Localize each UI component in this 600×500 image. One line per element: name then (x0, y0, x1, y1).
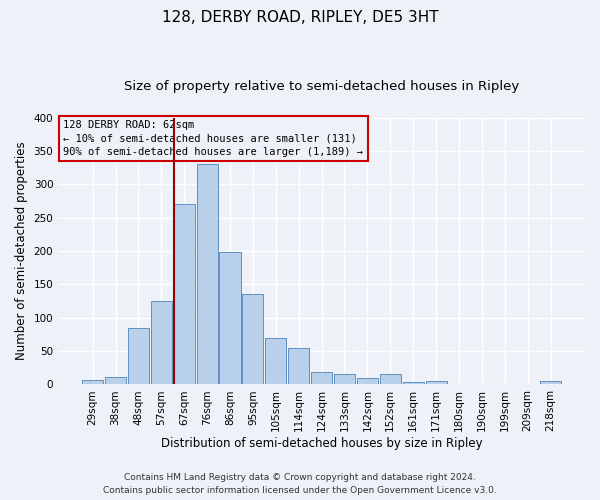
Bar (173, 204, 195, 384)
Bar (311, 372, 332, 384)
Bar (380, 374, 401, 384)
Text: 128, DERBY ROAD, RIPLEY, DE5 3HT: 128, DERBY ROAD, RIPLEY, DE5 3HT (161, 10, 439, 25)
Bar (128, 328, 149, 384)
Bar (151, 301, 172, 384)
Bar (242, 294, 263, 384)
Bar (220, 252, 241, 384)
Bar (288, 348, 309, 385)
Bar (334, 374, 355, 384)
Text: 128 DERBY ROAD: 62sqm
← 10% of semi-detached houses are smaller (131)
90% of sem: 128 DERBY ROAD: 62sqm ← 10% of semi-deta… (64, 120, 364, 157)
Bar (540, 381, 561, 384)
Text: Contains HM Land Registry data © Crown copyright and database right 2024.
Contai: Contains HM Land Registry data © Crown c… (103, 474, 497, 495)
Bar (82, 380, 103, 384)
Bar (403, 382, 424, 384)
Bar (425, 381, 446, 384)
Bar (357, 378, 378, 384)
Bar (105, 377, 126, 384)
Y-axis label: Number of semi-detached properties: Number of semi-detached properties (15, 142, 28, 360)
Title: Size of property relative to semi-detached houses in Ripley: Size of property relative to semi-detach… (124, 80, 519, 93)
X-axis label: Distribution of semi-detached houses by size in Ripley: Distribution of semi-detached houses by … (161, 437, 482, 450)
Bar (197, 164, 218, 384)
Bar (265, 338, 286, 384)
